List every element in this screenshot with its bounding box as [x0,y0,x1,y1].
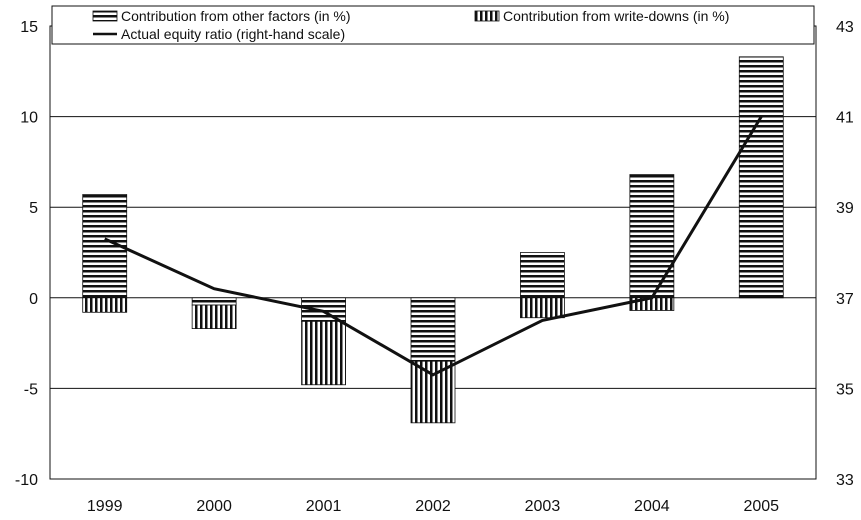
x-tick-label: 2002 [415,498,451,515]
bar-other-factors-2005 [738,56,784,299]
legend-label-other-factors: Contribution from other factors (in %) [121,8,351,24]
x-tick-label: 2003 [525,498,561,515]
right-axis-ticks: 33 35 37 39 41 43 [836,19,854,489]
x-axis-ticks: 1999 2000 2001 2002 2003 2004 2005 [87,498,779,515]
x-tick-label: 2005 [743,498,779,515]
bar-write-downs-2001 [301,320,346,386]
left-tick-label: 15 [20,19,38,36]
bar-other-factors-2004 [629,174,675,299]
right-tick-label: 37 [836,291,854,308]
bar-write-downs-2002 [410,360,456,424]
legend-label-equity-ratio: Actual equity ratio (right-hand scale) [121,26,345,42]
left-axis-ticks: -10 -5 0 5 10 15 [15,19,38,489]
bar-write-downs-2003 [520,297,565,319]
bars [82,56,784,424]
legend: Contribution from other factors (in %) C… [51,5,815,45]
x-tick-label: 2004 [634,498,670,515]
bar-write-downs-2000 [191,304,237,330]
x-tick-label: 1999 [87,498,123,515]
x-tick-label: 2000 [196,498,232,515]
bar-other-factors-2003 [520,252,565,299]
left-tick-label: -10 [15,472,38,489]
equity-ratio-line [104,115,763,377]
right-tick-label: 41 [836,110,854,127]
right-tick-label: 35 [836,381,854,398]
x-tick-label: 2001 [306,498,342,515]
legend-swatch-write-downs [474,10,500,22]
equity-ratio-line-group [104,115,763,377]
bar-other-factors-2002 [410,297,456,362]
right-tick-label: 39 [836,200,854,217]
legend-swatch-other-factors [92,10,118,22]
right-tick-label: 43 [836,19,854,36]
right-tick-label: 33 [836,472,854,489]
legend-frame [51,5,815,45]
bar-write-downs-1999 [82,297,128,313]
bar-other-factors-2000 [191,297,237,306]
left-tick-label: -5 [24,381,38,398]
left-tick-label: 10 [20,110,38,127]
legend-label-write-downs: Contribution from write-downs (in %) [503,8,729,24]
left-tick-label: 5 [29,200,38,217]
left-tick-label: 0 [29,291,38,308]
